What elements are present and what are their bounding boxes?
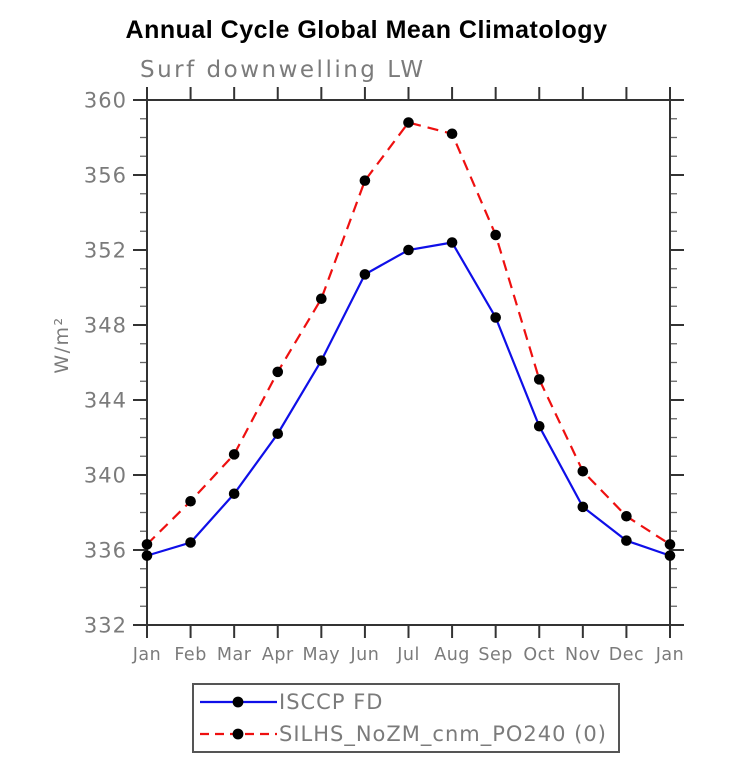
x-tick-label: Sep: [478, 645, 512, 665]
data-point-marker: [577, 465, 589, 477]
data-point-marker: [664, 539, 676, 550]
data-point-marker: [228, 488, 240, 500]
data-point-marker: [228, 449, 240, 460]
data-point-marker: [359, 175, 371, 186]
legend-line-sample-solid: [200, 696, 277, 708]
legend-item-silhs: SILHS_NoZM_cnm_PO240 (0): [199, 720, 618, 748]
legend-label-isccp-fd: ISCCP FD: [279, 690, 384, 715]
x-tick-label: Dec: [609, 645, 644, 665]
x-tick-label: Jan: [655, 645, 684, 665]
data-point-marker: [490, 312, 501, 323]
data-point-marker: [359, 269, 371, 280]
data-point-marker: [316, 293, 327, 305]
x-tick-label: May: [302, 645, 340, 665]
x-tick-label: Jul: [396, 645, 420, 665]
y-tick-label: 340: [84, 464, 127, 488]
data-point-marker: [185, 495, 196, 507]
data-point-marker: [185, 537, 196, 548]
data-point-marker: [533, 374, 545, 385]
x-tick-label: Mar: [217, 645, 252, 665]
data-point-marker: [533, 420, 545, 432]
data-point-marker: [446, 128, 458, 140]
data-point-marker: [316, 355, 327, 366]
x-tick-label: Jan: [132, 645, 161, 665]
y-tick-label: 344: [84, 389, 127, 413]
data-point-marker: [141, 550, 153, 561]
x-tick-label: Aug: [434, 645, 470, 665]
legend-box: ISCCP FD SILHS_NoZM_cnm_PO240 (0): [192, 683, 620, 753]
plot-frame: [146, 99, 671, 626]
series-line-1: [146, 121, 671, 546]
y-tick-label: 356: [84, 164, 127, 188]
data-point-marker: [577, 501, 589, 513]
legend-item-isccp-fd: ISCCP FD: [199, 688, 618, 716]
series-line-0: [146, 241, 671, 557]
data-point-marker: [621, 510, 632, 522]
x-tick-label: Nov: [565, 645, 601, 665]
y-tick-label: 360: [84, 89, 127, 113]
legend-label-silhs: SILHS_NoZM_cnm_PO240 (0): [279, 721, 607, 746]
data-point-marker: [446, 237, 458, 248]
x-tick-label: Feb: [174, 645, 206, 665]
y-tick-label: 352: [84, 239, 127, 263]
y-tick-label: 336: [84, 539, 127, 563]
y-tick-label: 332: [84, 614, 127, 638]
x-tick-label: Jun: [349, 645, 379, 665]
data-point-marker: [272, 428, 284, 440]
data-point-marker: [403, 244, 414, 256]
chart-subtitle: Surf downwelling LW: [140, 57, 426, 83]
chart-title: Annual Cycle Global Mean Climatology: [125, 16, 608, 44]
data-point-marker: [272, 366, 284, 378]
data-point-marker: [664, 550, 676, 561]
data-point-marker: [621, 535, 632, 546]
legend-line-sample-dashed: [200, 728, 277, 740]
y-tick-label: 348: [84, 314, 127, 338]
x-tick-label: Oct: [523, 645, 555, 665]
data-point-marker: [141, 539, 153, 550]
data-point-marker: [490, 229, 501, 241]
x-tick-label: Apr: [262, 645, 294, 665]
data-point-marker: [403, 117, 414, 128]
